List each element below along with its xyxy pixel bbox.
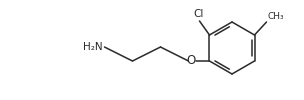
Text: Cl: Cl (193, 9, 204, 19)
Text: CH₃: CH₃ (268, 12, 284, 21)
Text: H₂N: H₂N (83, 42, 102, 52)
Text: O: O (186, 55, 195, 68)
